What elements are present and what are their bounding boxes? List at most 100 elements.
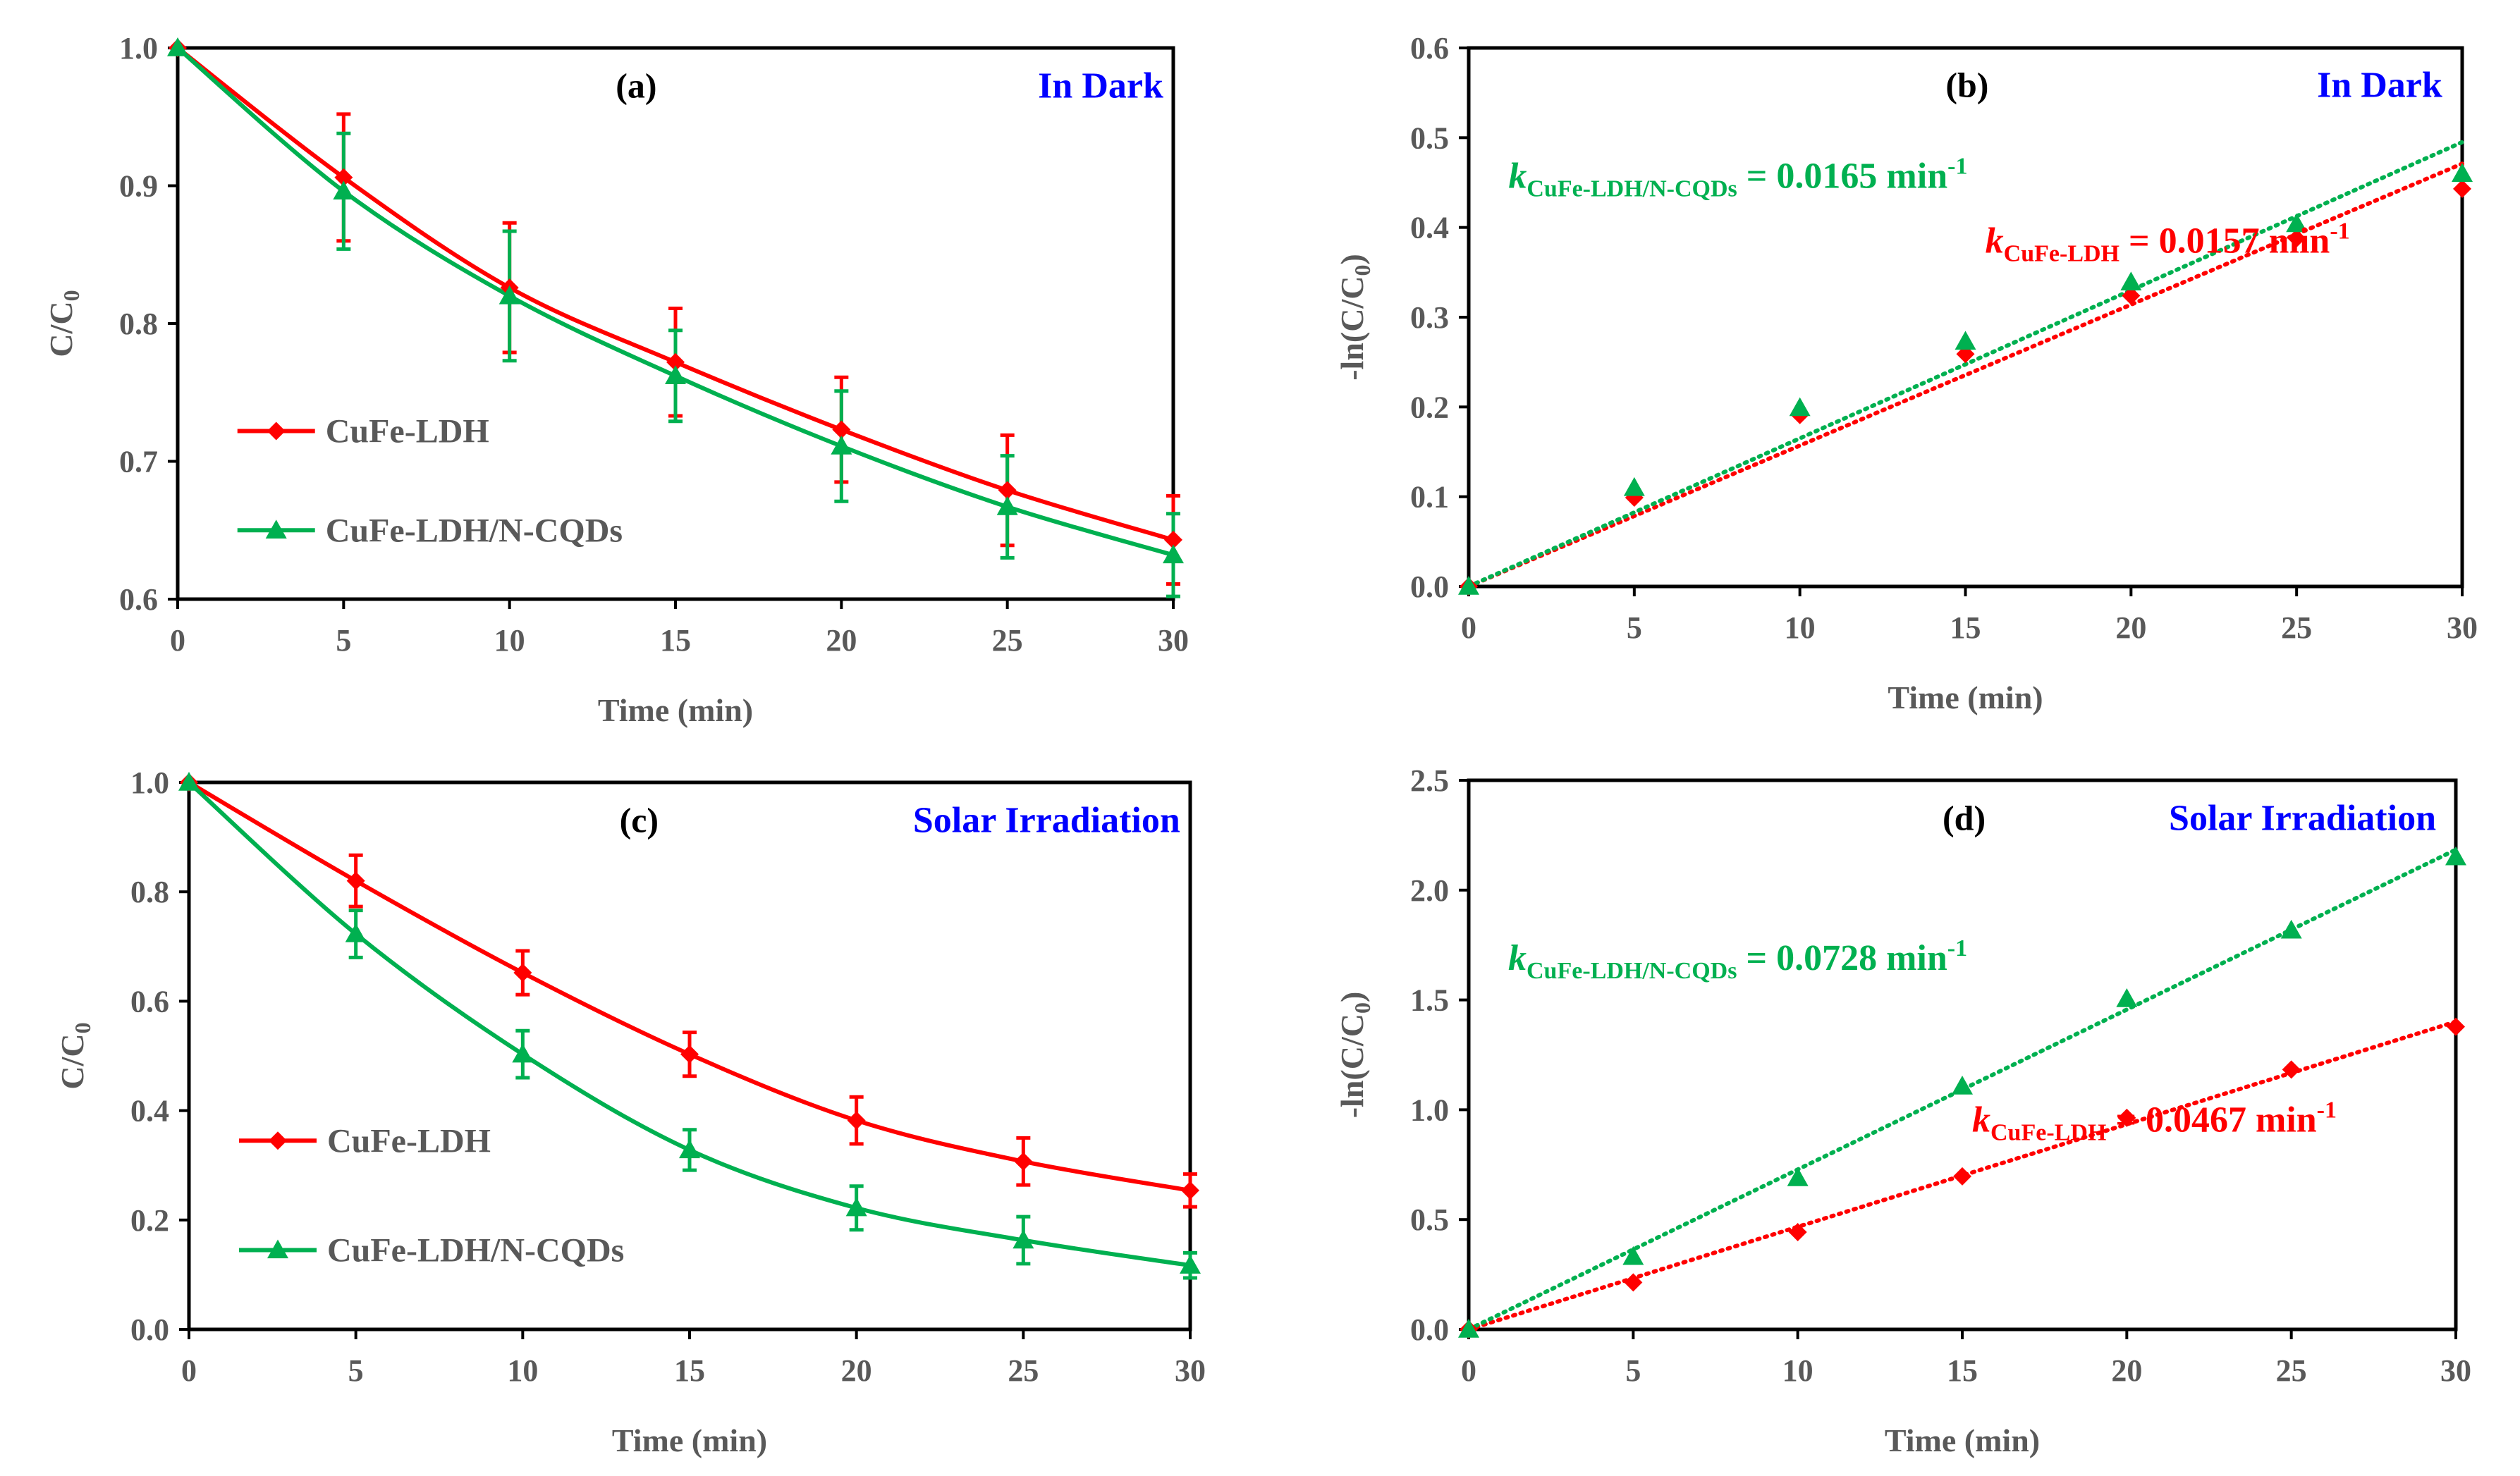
data-point-cqd xyxy=(1789,397,1811,417)
data-point-ldh xyxy=(998,481,1017,500)
panel-label: (b) xyxy=(1945,65,1988,104)
data-point-ldh xyxy=(832,420,851,439)
data-point-ldh xyxy=(1014,1152,1033,1171)
x-tick-label: 25 xyxy=(1008,1353,1039,1388)
y-tick-label: 0.0 xyxy=(1410,570,1449,604)
y-tick-label: 0.8 xyxy=(119,307,158,341)
x-tick-label: 15 xyxy=(1947,1353,1978,1388)
x-axis-title: Time (min) xyxy=(1888,679,2043,715)
y-tick-label: 1.0 xyxy=(1410,1093,1449,1127)
series-line-ldh xyxy=(176,46,1174,542)
panel-label: (c) xyxy=(620,800,659,840)
y-axis-title-text: C/C xyxy=(43,301,79,357)
rate-constant-ldh: kCuFe-LDH = 0.0467 min-1 xyxy=(1972,1097,2337,1146)
data-point-cqd xyxy=(512,1043,534,1063)
data-point-cqd xyxy=(1458,1319,1479,1338)
data-point-ldh xyxy=(1624,1273,1643,1292)
rate-constant-superscript: -1 xyxy=(1947,935,1967,961)
data-point-cqd xyxy=(845,1197,867,1217)
chart-panel-a: 0 5 10 15 20 25 30 0.6 0.7 0.8 0.9 1.0 Time (min) C/C… xyxy=(43,31,1189,728)
y-tick-label: 0.0 xyxy=(1410,1312,1449,1347)
data-point-ldh xyxy=(513,964,532,983)
y-axis-title: -ln(C/C0) xyxy=(1334,254,1375,381)
data-point-cqd xyxy=(2286,213,2308,233)
data-point-ldh xyxy=(2287,228,2306,247)
x-axis-title: Time (min) xyxy=(598,692,753,728)
rate-constant-subscript: CuFe-LDH xyxy=(2004,240,2120,266)
condition-label: In Dark xyxy=(1038,66,1163,106)
rate-constant-symbol: k xyxy=(1508,156,1527,197)
rate-constant-symbol: k xyxy=(1972,1100,1990,1140)
y-axis-title-subscript: 0 xyxy=(1350,1002,1375,1014)
y-tick-label: 0.2 xyxy=(130,1203,169,1238)
x-tick-label: 20 xyxy=(2111,1353,2142,1388)
data-point-cqd xyxy=(178,772,200,791)
data-point-ldh xyxy=(680,1045,699,1064)
y-tick-label: 1.0 xyxy=(119,31,158,66)
data-point-cqd xyxy=(333,180,355,200)
x-tick-label: 0 xyxy=(181,1353,197,1388)
data-point-cqd xyxy=(831,435,852,455)
y-tick-label: 0.5 xyxy=(1410,121,1449,155)
panel-label: (a) xyxy=(616,66,656,106)
plot-frame xyxy=(1467,778,2458,1332)
condition-label: In Dark xyxy=(2317,65,2442,105)
y-tick-label: 0.5 xyxy=(1410,1203,1449,1237)
data-point-cqd xyxy=(679,1139,700,1159)
x-tick-label: 5 xyxy=(348,1353,364,1388)
x-tick-label: 30 xyxy=(2447,610,2478,645)
y-tick-label: 1.0 xyxy=(130,765,169,800)
data-point-cqd xyxy=(1458,576,1479,595)
y-tick-label: 1.5 xyxy=(1410,983,1449,1018)
panel-label: (d) xyxy=(1943,799,1986,838)
y-tick-label: 0.6 xyxy=(1410,31,1449,66)
data-point-cqd xyxy=(2280,919,2302,939)
legend-marker-cqd xyxy=(267,1239,288,1259)
rate-constant-value: = 0.0728 min xyxy=(1737,938,1947,978)
rate-constant-superscript: -1 xyxy=(2330,218,2349,244)
data-point-ldh xyxy=(666,352,685,371)
y-tick-label: 0.4 xyxy=(1410,211,1449,245)
legend-label-ldh: CuFe-LDH xyxy=(327,1122,491,1160)
y-tick-label: 0.3 xyxy=(1410,300,1449,335)
x-tick-label: 5 xyxy=(1627,610,1642,645)
x-tick-label: 25 xyxy=(2281,610,2312,645)
legend-marker-ldh xyxy=(269,1131,287,1150)
data-point-ldh xyxy=(2282,1060,2301,1079)
y-axis-title-text: -ln(C/C xyxy=(1334,276,1370,381)
y-axis-title-subscript: 0 xyxy=(59,290,84,301)
legend-marker-cqd xyxy=(265,519,287,539)
x-tick-label: 20 xyxy=(2115,610,2146,645)
data-point-cqd xyxy=(1787,1167,1809,1186)
data-point-ldh xyxy=(2453,179,2471,198)
x-tick-label: 0 xyxy=(170,623,185,658)
data-point-cqd xyxy=(2445,846,2466,866)
data-point-cqd xyxy=(1955,331,1976,350)
x-tick-label: 0 xyxy=(1461,610,1476,645)
data-point-cqd xyxy=(1013,1229,1034,1249)
y-tick-label: 0.6 xyxy=(119,582,158,617)
y-axis-title-subscript: 0 xyxy=(70,1022,95,1033)
condition-label: Solar Irradiation xyxy=(2169,799,2436,839)
chart-panel-d: 0 5 10 15 20 25 30 0.0 0.5 1.0 1.5 2.0 2.5 Time (min)… xyxy=(1334,763,2471,1458)
x-tick-label: 25 xyxy=(2276,1353,2307,1388)
y-tick-label: 2.5 xyxy=(1410,763,1449,798)
x-tick-label: 15 xyxy=(1950,610,1981,645)
x-tick-label: 10 xyxy=(494,623,525,658)
x-axis-title: Time (min) xyxy=(612,1422,767,1458)
x-tick-label: 10 xyxy=(1785,610,1816,645)
data-point-ldh xyxy=(847,1111,866,1130)
legend-label-cqd: CuFe-LDH/N-CQDs xyxy=(327,1231,624,1269)
x-tick-label: 15 xyxy=(674,1353,705,1388)
y-tick-label: 0.6 xyxy=(130,984,169,1019)
rate-constant-superscript: -1 xyxy=(2317,1097,2337,1124)
y-axis-title-subscript: 0 xyxy=(1350,265,1375,276)
rate-constant-superscript: -1 xyxy=(1947,154,1967,180)
x-tick-label: 0 xyxy=(1461,1353,1476,1388)
data-point-cqd xyxy=(996,496,1018,515)
x-tick-label: 30 xyxy=(2440,1353,2471,1388)
y-tick-label: 2.0 xyxy=(1410,873,1449,908)
x-tick-label: 5 xyxy=(336,623,351,658)
series-line-cqd xyxy=(187,780,1191,1268)
